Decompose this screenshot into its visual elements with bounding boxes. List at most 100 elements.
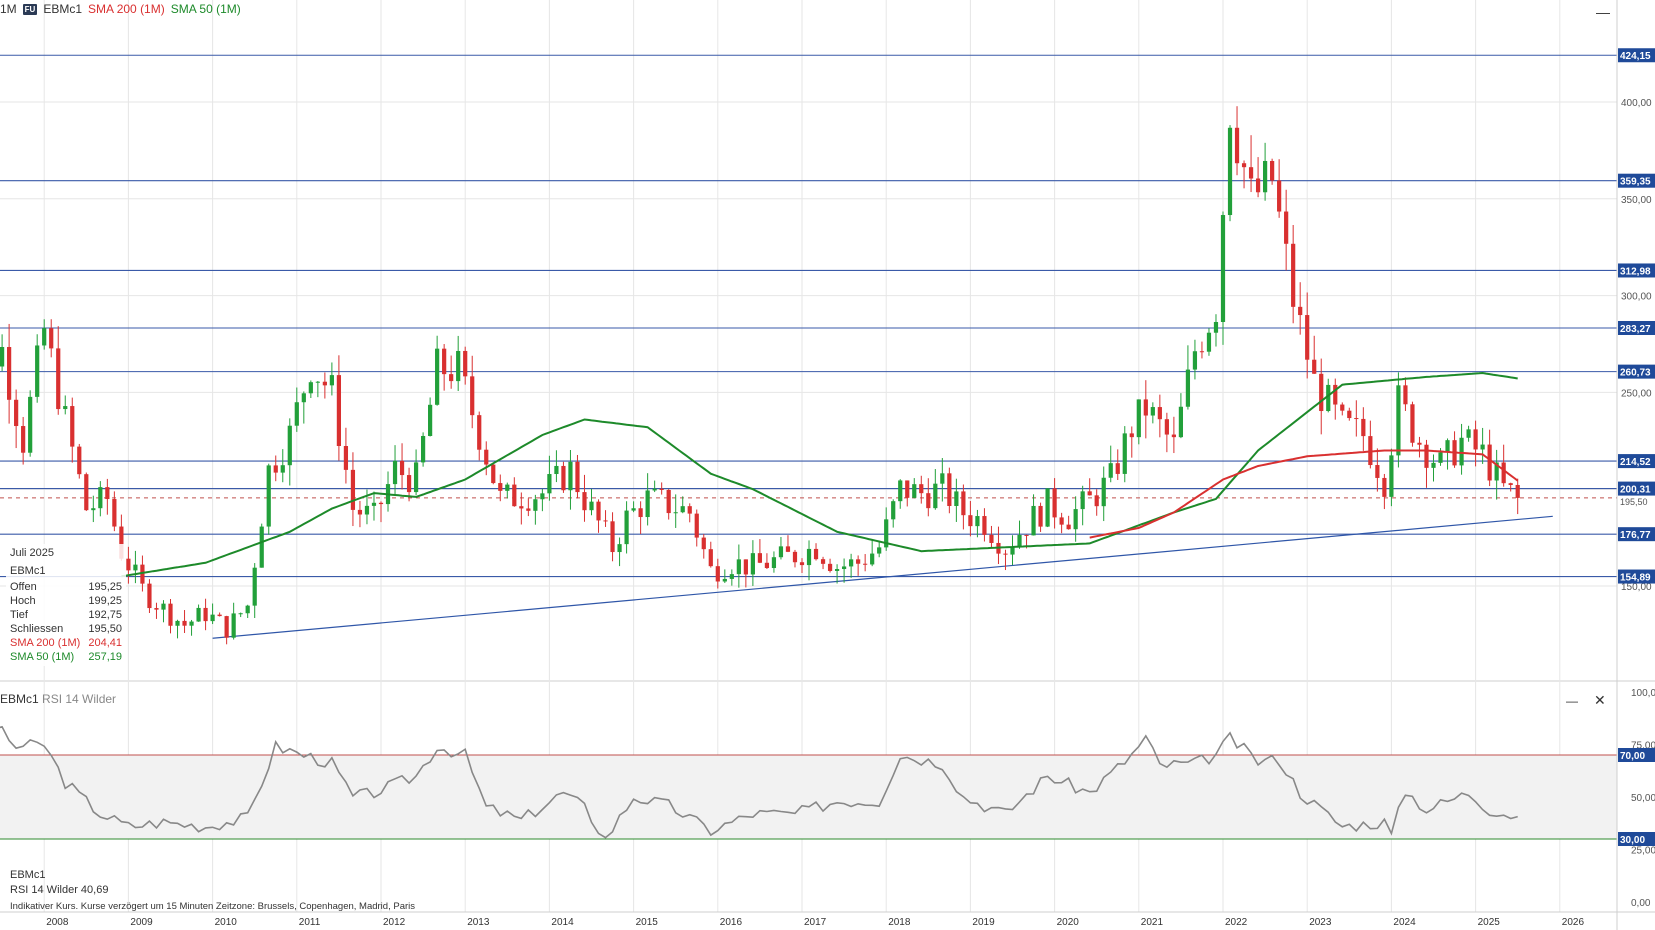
candle-up [834, 569, 840, 571]
candle-up [420, 435, 426, 463]
candle-up [680, 506, 685, 513]
candle-up [624, 510, 629, 545]
candle-up [329, 375, 334, 386]
minimize-icon[interactable]: — [1596, 4, 1610, 20]
legend-row-open: Offen 195,25 [10, 581, 122, 593]
candle-down [863, 563, 868, 565]
candle-up [547, 474, 552, 494]
candle-down [603, 520, 608, 522]
candle-down [1241, 163, 1247, 168]
rsi-tick-label: 25,00 [1631, 846, 1655, 857]
rsi-tick-label: 75,00 [1631, 741, 1655, 752]
candle-down [182, 620, 187, 626]
candle-down [217, 614, 222, 617]
x-tick-label: 2013 [467, 917, 490, 928]
candle-down [1508, 483, 1513, 485]
candle-up [631, 508, 636, 511]
level-label-bg [1618, 364, 1655, 379]
x-tick-label: 2010 [215, 917, 238, 928]
rsi-panel [0, 725, 1518, 839]
x-tick-label: 2008 [46, 917, 69, 928]
candle-up [912, 484, 917, 498]
level-labels: 424,15 359,35 312,98 283,27 260,73 214,52 200,… [1618, 48, 1655, 846]
candle-down [126, 558, 131, 571]
rsi-legend: EBMc1 RSI 14 Wilder 40,69 [10, 868, 108, 898]
candle-down [1340, 404, 1345, 411]
chart-header: 1M FU EBMc1 SMA 200 (1M) SMA 50 (1M) [0, 2, 241, 16]
candle-down [1515, 484, 1520, 498]
candle-up [435, 348, 440, 405]
candle-up [1262, 160, 1268, 193]
candle-up [364, 505, 370, 515]
candle-down [792, 551, 798, 563]
rsi-level-label: 30,00 [1620, 835, 1645, 846]
candle-up [1073, 509, 1078, 530]
level-label: 200,31 [1620, 485, 1651, 496]
candle-down [357, 509, 363, 515]
candle-down [757, 553, 763, 563]
symbol-label[interactable]: EBMc1 [43, 2, 83, 16]
candle-down [785, 546, 791, 552]
candle-up [1101, 477, 1106, 507]
minimize-rsi-icon[interactable]: — [1566, 694, 1578, 708]
candle-down [154, 608, 159, 610]
candle-up [259, 526, 264, 568]
candle-up [315, 381, 320, 383]
candle-down [961, 491, 966, 516]
interval-label[interactable]: 1M [0, 2, 17, 16]
rsi-neutral-zone [0, 755, 1617, 839]
candle-down [224, 616, 229, 638]
close-rsi-icon[interactable]: ✕ [1594, 692, 1606, 708]
level-label-bg [1618, 454, 1655, 469]
candle-up [898, 480, 903, 502]
candle-down [764, 562, 770, 569]
support-trendline [212, 515, 1553, 639]
candle-down [1424, 444, 1429, 468]
candle-down [140, 564, 145, 584]
x-tick-label: 2012 [383, 917, 406, 928]
x-tick-label: 2018 [888, 917, 911, 928]
candle-up [161, 603, 166, 610]
candle-down [1094, 495, 1099, 507]
candle-up [1108, 463, 1113, 478]
candle-up [28, 396, 33, 453]
candle-down [1143, 399, 1148, 416]
candle-up [0, 347, 5, 367]
candle-down [1319, 373, 1324, 412]
candle-down [1157, 407, 1162, 420]
candle-down [343, 445, 349, 470]
candle-up [1227, 127, 1233, 216]
candle-down [119, 526, 124, 559]
level-label-bg [1618, 320, 1655, 335]
candle-up [371, 502, 377, 506]
candle-down [1410, 404, 1415, 443]
candle-down [1003, 553, 1008, 555]
candle-down [919, 484, 924, 494]
candle-up [428, 404, 433, 436]
candle-up [1480, 444, 1485, 450]
x-tick-label: 2019 [972, 917, 995, 928]
level-label-bg [1618, 569, 1655, 584]
y-tick-label: 350,00 [1621, 195, 1652, 206]
candle-down [1312, 359, 1317, 374]
candle-down [1038, 505, 1043, 527]
candle-up [1136, 399, 1141, 438]
candle-down [477, 415, 482, 450]
rsi-legend-value: 40,69 [80, 884, 109, 896]
candle-down [273, 465, 278, 473]
candle-down [336, 375, 342, 446]
candle-down [1473, 429, 1478, 450]
candle-up [750, 553, 755, 575]
candle-up [280, 465, 285, 473]
candle-down [1333, 384, 1338, 405]
sma50-label[interactable]: SMA 50 (1M) [170, 2, 241, 16]
candle-down [687, 506, 692, 514]
level-label: 260,73 [1620, 368, 1651, 379]
candle-down [1291, 243, 1296, 307]
sma200-label[interactable]: SMA 200 (1M) [88, 2, 165, 16]
level-label-bg [1618, 173, 1655, 188]
candle-down [820, 559, 826, 564]
candle-up [554, 465, 559, 475]
candle-down [1382, 477, 1387, 497]
